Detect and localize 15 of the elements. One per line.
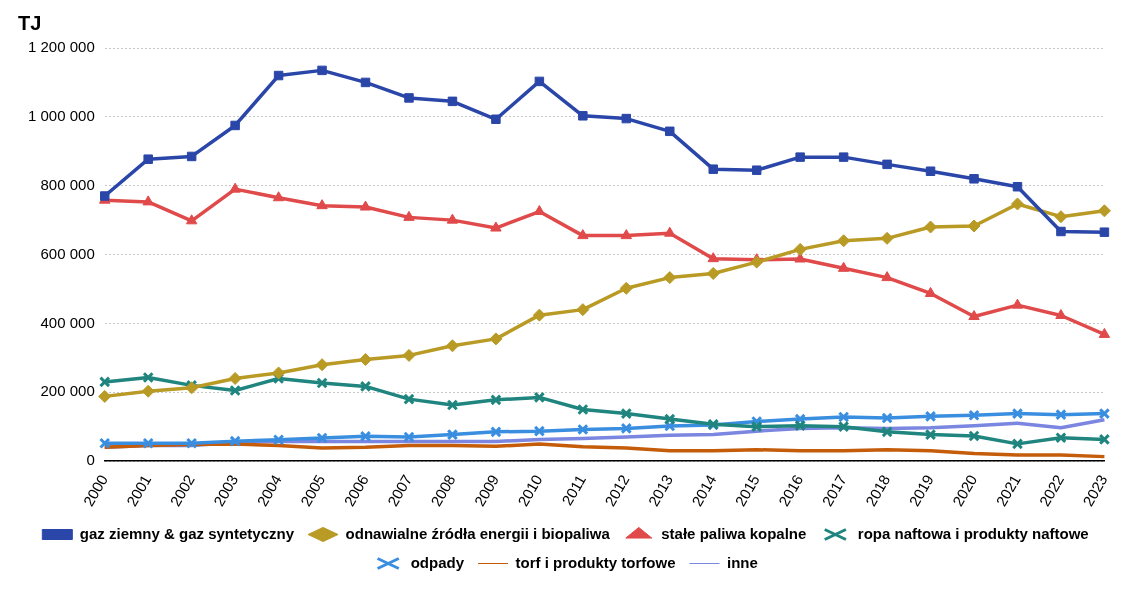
y-tick-label: 600 000 — [40, 244, 95, 262]
legend-label: ropa naftowa i produkty naftowe — [857, 524, 1089, 542]
y-tick-label: 200 000 — [40, 382, 95, 400]
y-tick-label: 0 — [86, 451, 95, 469]
legend-label: torf i produkty torfowe — [515, 553, 676, 571]
y-tick-label: 1 200 000 — [28, 38, 95, 56]
legend-label: odnawialne źródła energii i biopaliwa — [345, 524, 611, 542]
y-tick-label: 800 000 — [40, 175, 95, 193]
legend-label: inne — [727, 553, 758, 571]
legend-label: gaz ziemny & gaz syntetyczny — [79, 524, 295, 542]
y-tick-label: 400 000 — [40, 313, 95, 331]
y-axis-title: TJ — [18, 11, 42, 34]
y-tick-label: 1 000 000 — [28, 106, 95, 124]
legend-label: odpady — [410, 553, 465, 571]
legend-label: stałe paliwa kopalne — [661, 524, 807, 542]
